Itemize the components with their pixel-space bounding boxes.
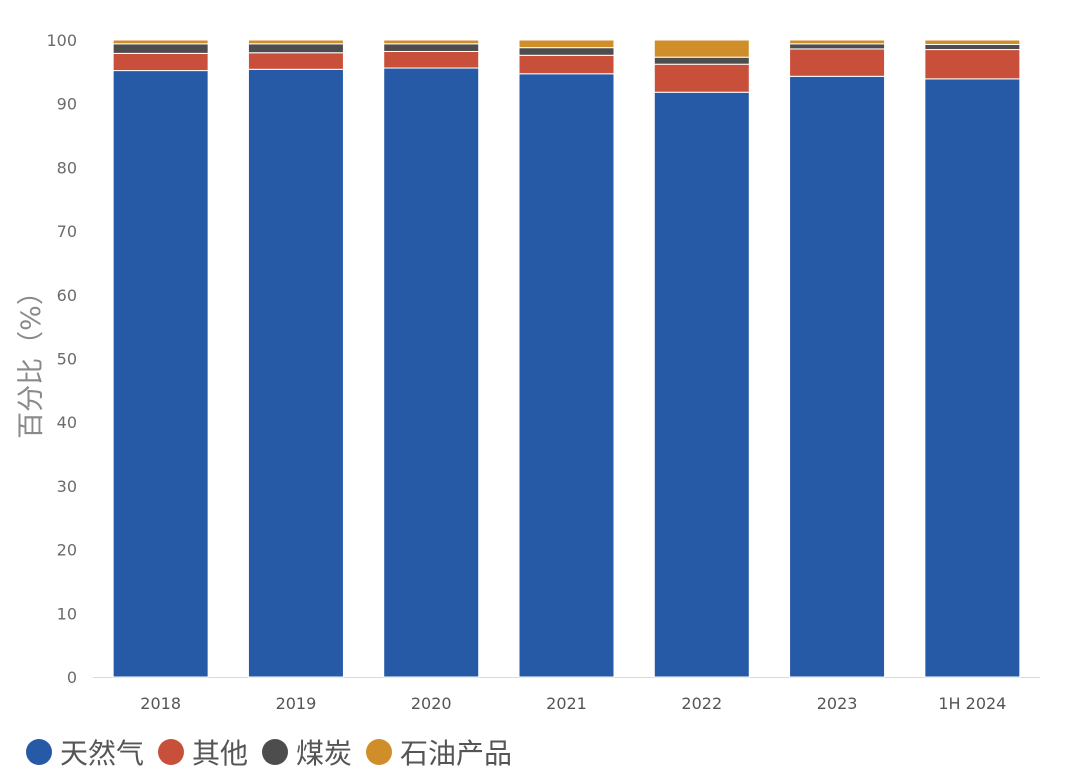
bar-segment [383, 50, 480, 69]
bar-segment [653, 63, 750, 93]
legend-item: 天然气 [26, 732, 144, 772]
legend-label: 石油产品 [400, 737, 513, 770]
bar-segment [247, 39, 344, 45]
bar-segment [789, 48, 886, 77]
bar-segment [789, 39, 886, 45]
y-tick-label: 20 [57, 541, 77, 560]
x-tick-label: 2021 [546, 694, 587, 713]
y-tick-label: 50 [57, 350, 77, 369]
y-tick-label: 30 [57, 477, 77, 496]
bar-segment [112, 39, 209, 45]
bar-segment [112, 70, 209, 678]
bar-segment [112, 52, 209, 72]
bar-segment [518, 73, 615, 678]
legend-item: 煤炭 [262, 732, 352, 772]
bar-segment [518, 47, 615, 56]
bar-segment [247, 68, 344, 678]
legend-swatch [26, 739, 52, 765]
bar-segment [383, 43, 480, 52]
legend-swatch [366, 739, 393, 765]
legend-label: 天然气 [60, 737, 145, 770]
bar-segment [653, 91, 750, 678]
bar-segment [247, 43, 344, 54]
legend-swatch [158, 739, 185, 765]
bar-segment [924, 49, 1021, 80]
bar-segment [383, 67, 480, 678]
x-axis-ticks: 2018 2019 2020 2021 2022 2023 1H 2024 [140, 694, 1006, 713]
bar-segment [924, 39, 1021, 45]
legend-label: 煤炭 [296, 737, 353, 770]
x-tick-label: 2023 [817, 694, 858, 713]
y-tick-label: 80 [57, 158, 77, 177]
x-tick-label: 2018 [140, 694, 181, 713]
x-tick-label: 2019 [276, 694, 317, 713]
y-tick-label: 40 [57, 413, 77, 432]
bar-segment [112, 43, 209, 54]
legend-label: 其他 [192, 737, 249, 770]
legend-item: 石油产品 [366, 732, 512, 772]
legend-swatch [262, 739, 289, 765]
x-tick-label: 2020 [411, 694, 452, 713]
bar-segment [789, 75, 886, 678]
y-tick-label: 70 [57, 222, 77, 241]
bar-segment [653, 39, 750, 58]
x-tick-label: 1H 2024 [938, 694, 1006, 713]
y-tick-label: 10 [57, 604, 77, 623]
bar-segment [518, 39, 615, 49]
y-axis-label: 百分比（%） [16, 278, 47, 439]
bar-segment [247, 52, 344, 70]
bar-segment [924, 43, 1021, 51]
bar-segment [383, 39, 480, 45]
bar-segment [518, 54, 615, 75]
bar-segment [924, 78, 1021, 678]
x-tick-label: 2022 [681, 694, 722, 713]
y-axis-ticks: 0 10 20 30 40 50 60 70 80 90 100 [46, 31, 77, 687]
bar-segment [653, 56, 750, 65]
y-tick-label: 90 [57, 95, 77, 114]
legend: 天然气 其他 煤炭 石油产品 [26, 734, 526, 770]
bars [112, 39, 1021, 678]
legend-item: 其他 [158, 732, 248, 772]
y-tick-label: 100 [46, 31, 77, 50]
bar-segment [789, 43, 886, 50]
y-tick-label: 0 [67, 668, 77, 687]
y-tick-label: 60 [57, 286, 77, 305]
